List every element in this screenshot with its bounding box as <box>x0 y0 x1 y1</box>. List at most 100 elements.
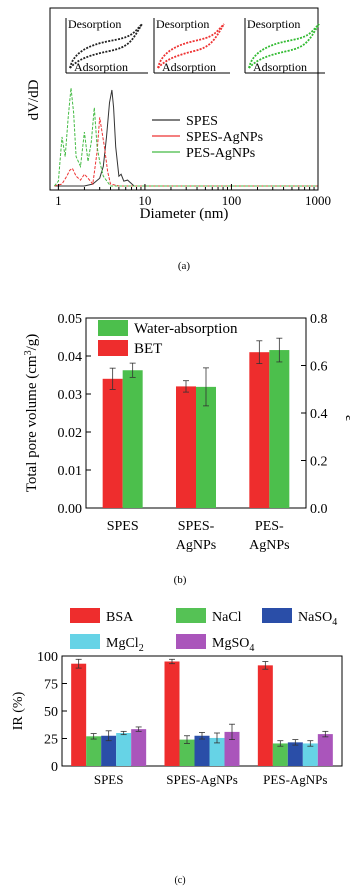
panel-b-category-label: SPES <box>107 519 139 534</box>
panel-c-bar <box>209 737 225 766</box>
panel-c-bar <box>131 729 147 766</box>
inset-desorption-label: Desorption <box>156 17 209 31</box>
panel-b-y-axis-label: Total pore volume (cm3/g) <box>23 334 40 493</box>
inset-adsorption-curve <box>248 23 320 69</box>
inset-desorption-label: Desorption <box>68 17 121 31</box>
panel-b-pore-volume: 0.000.010.020.030.040.050.00.20.40.60.8 … <box>23 312 350 586</box>
panel-c-y-tick-label: 100 <box>37 650 58 665</box>
panel-a-series-line <box>54 117 318 187</box>
panel-b-y2-axis-label: ε <box>342 415 350 421</box>
panel-b-bar <box>196 386 216 508</box>
panel-a-y-axis-label: dV/dD <box>26 79 42 120</box>
panel-b-category-label: AgNPs <box>176 538 216 553</box>
panel-c-bar <box>116 733 132 766</box>
panel-a-x-tick-label: 10 <box>138 193 151 208</box>
panel-b-y-tick-label: 0.02 <box>58 426 83 441</box>
inset-adsorption-label: Adsorption <box>253 60 307 74</box>
panel-c-legend-label: NaSO4 <box>298 610 337 628</box>
panel-c-legend-label: MgCl2 <box>106 636 144 654</box>
panel-a-x-tick-label: 100 <box>222 193 242 208</box>
panel-a-pore-size-distribution: Desorption Adsorption Desorption Adsorption… <box>26 7 331 272</box>
panel-b-category-label: AgNPs <box>249 538 289 553</box>
panel-a-x-tick-label: 1000 <box>305 193 331 208</box>
panel-c-category-label: SPES-AgNPs <box>166 772 238 787</box>
panel-c-bar <box>164 661 180 766</box>
panel-a-isotherm-inset: Desorption Adsorption <box>244 17 325 74</box>
panel-a-x-axis-label: Diameter (nm) <box>140 206 229 222</box>
inset-desorption-label: Desorption <box>247 17 300 31</box>
panel-b-bar <box>122 370 143 508</box>
panel-b-legend-swatch <box>98 340 128 356</box>
panel-a-x-ticks: 1 10 100 1000 <box>55 184 331 208</box>
panel-b-ticks: 0.00 0.01 0.02 0.03 0.04 0.05 0.0 0.2 0.4 0.6 0.8 <box>58 312 328 517</box>
panel-c-y-tick-label: 75 <box>44 678 58 693</box>
panel-c-bar <box>224 731 240 766</box>
panel-a-plot-frame <box>49 7 319 191</box>
panel-c-bar <box>287 742 303 766</box>
panel-c-legend-swatch <box>176 608 206 623</box>
panel-b-y2-tick-label: 0.0 <box>310 502 328 517</box>
panel-b-y-tick-label: 0.00 <box>58 502 83 517</box>
panel-c-bars <box>71 658 333 766</box>
panel-a-legend-label: PES-AgNPs <box>186 146 255 161</box>
panel-c-legend-swatch <box>262 608 292 623</box>
panel-a-x-tick-label: 1 <box>55 193 62 208</box>
panel-c-legend-swatch <box>176 634 206 649</box>
panel-c-ticks: 0 25 50 75 100 <box>37 650 67 775</box>
panel-b-legend-label: BET <box>134 341 162 357</box>
panel-a-legend-label: SPES <box>186 114 218 129</box>
panel-a-isotherm-inset: Desorption Adsorption <box>153 17 230 74</box>
panel-c-category-label: SPES <box>94 772 124 787</box>
panel-c-legend-swatch <box>70 608 100 623</box>
panel-c-bar <box>317 734 333 766</box>
panel-b-caption: (b) <box>174 574 187 586</box>
panel-c-bar <box>194 735 210 766</box>
panel-b-category-labels: SPES SPES- AgNPs PES- AgNPs <box>107 519 290 553</box>
panel-c-bar <box>272 743 288 766</box>
panel-b-bar <box>249 352 270 508</box>
panel-b-bar <box>176 386 196 508</box>
panel-b-category-label: PES- <box>255 519 284 534</box>
panel-c-y-tick-label: 25 <box>44 733 58 748</box>
panel-c-legend: BSA NaCl NaSO4 MgCl2 MgSO4 <box>70 608 337 654</box>
panel-b-category-label: SPES- <box>178 519 215 534</box>
panel-b-bar <box>102 378 123 508</box>
panel-a-series-line <box>54 87 318 187</box>
panel-c-y-axis-label: IR (%) <box>11 691 26 730</box>
inset-desorption-curve <box>69 23 143 69</box>
panel-b-legend-label: Water-absorption <box>134 321 238 337</box>
panel-a-isotherm-inset: Desorption Adsorption <box>65 17 148 74</box>
panel-c-bar <box>86 736 102 766</box>
panel-b-bars <box>102 337 290 508</box>
panel-c-legend-swatch <box>70 634 100 649</box>
panel-c-ion-rejection: 0 25 50 75 100 SPES SPES-AgNPs PES-AgNPs BSA Na… <box>11 608 343 886</box>
inset-adsorption-label: Adsorption <box>74 60 128 74</box>
panel-b-y2-tick-label: 0.2 <box>310 455 328 470</box>
panel-b-bar <box>269 350 290 508</box>
panel-a-series-line <box>54 89 318 187</box>
panel-c-bar <box>179 739 195 766</box>
panel-b-y-tick-label: 0.03 <box>58 388 83 403</box>
panel-b-y2-tick-label: 0.8 <box>310 312 328 327</box>
panel-b-y2-tick-label: 0.4 <box>310 407 328 422</box>
panel-c-bar <box>101 735 117 766</box>
panel-a-caption: (a) <box>178 260 191 272</box>
panel-b-legend: Water-absorption BET <box>98 320 238 357</box>
panel-b-y-tick-label: 0.01 <box>58 464 83 479</box>
panel-c-y-tick-label: 0 <box>51 760 58 775</box>
panel-c-caption: (c) <box>174 875 185 886</box>
panel-b-y-tick-label: 0.04 <box>58 350 83 365</box>
panel-c-bar <box>71 663 87 766</box>
panel-b-y2-tick-label: 0.6 <box>310 360 328 375</box>
panel-c-legend-label: BSA <box>106 610 134 625</box>
panel-c-legend-label: NaCl <box>212 610 242 625</box>
panel-a-legend-label: SPES-AgNPs <box>186 130 263 145</box>
panel-a-insets: Desorption Adsorption Desorption Adsorption… <box>65 17 325 74</box>
inset-desorption-curve <box>157 23 225 69</box>
panel-a-series-lines <box>54 87 318 187</box>
inset-adsorption-curve <box>69 23 143 69</box>
inset-adsorption-curve <box>157 23 225 69</box>
panel-b-legend-swatch <box>98 320 128 336</box>
